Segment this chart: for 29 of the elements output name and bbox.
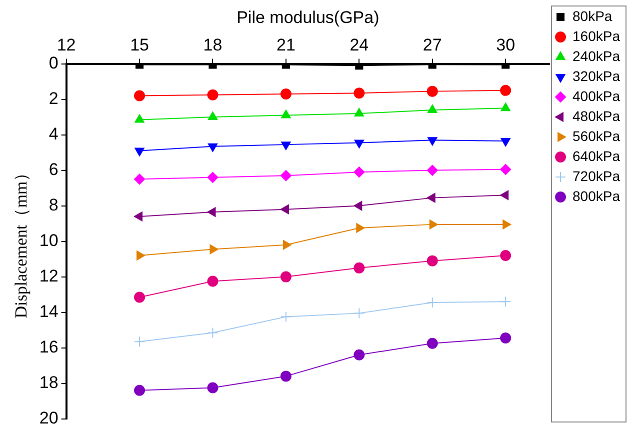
legend-label: 800kPa: [572, 188, 620, 204]
y-tick-label: 4: [48, 124, 58, 144]
legend-label: 400kPa: [572, 88, 620, 104]
y-tick-label: 8: [48, 195, 58, 214]
legend-label: 560kPa: [572, 128, 620, 144]
x-tick-label: 18: [203, 35, 222, 54]
x-tick-label: 24: [350, 35, 369, 54]
y-tick-label: 2: [48, 88, 58, 108]
legend-label: 720kPa: [572, 168, 620, 184]
x-tick-label: 15: [130, 35, 149, 54]
legend-label: 480kPa: [572, 108, 620, 124]
y-tick-label: 12: [39, 266, 58, 286]
y-tick-label: 0: [48, 53, 58, 72]
y-axis-title: Displacement（mm）: [12, 164, 31, 318]
x-tick-label: 21: [276, 35, 296, 54]
legend-label: 160kPa: [572, 28, 620, 44]
y-tick-label: 18: [39, 372, 58, 392]
legend-label: 320kPa: [572, 68, 620, 84]
y-tick-label: 16: [39, 337, 58, 356]
x-axis-title: Pile modulus(GPa): [236, 8, 380, 27]
legend-label: 240kPa: [572, 48, 620, 64]
y-tick-label: 6: [48, 160, 58, 179]
legend-label: 80kPa: [572, 8, 612, 24]
legend-label: 640kPa: [572, 148, 620, 164]
y-tick-label: 14: [39, 302, 58, 321]
y-tick-label: 20: [39, 408, 58, 428]
x-tick-label: 27: [422, 35, 442, 54]
y-tick-label: 10: [39, 230, 58, 250]
x-tick-label: 30: [496, 35, 516, 54]
